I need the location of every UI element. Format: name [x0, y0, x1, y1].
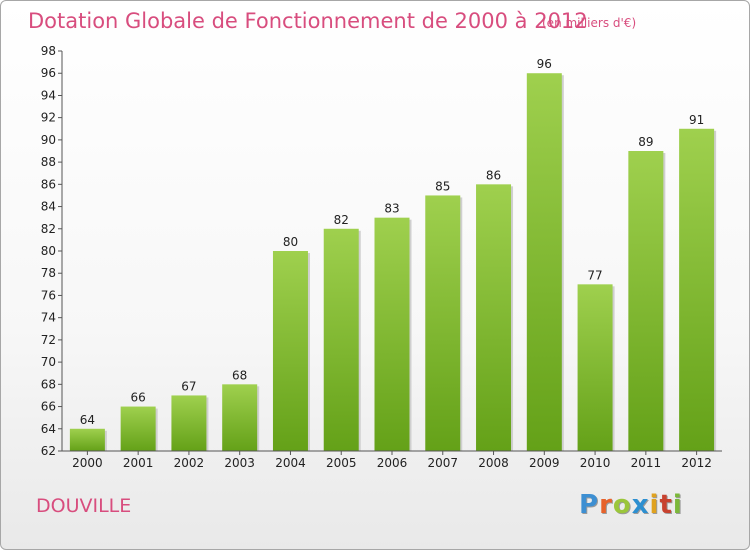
value-label: 80 — [283, 235, 298, 249]
x-tick-label: 2003 — [224, 456, 255, 470]
value-label: 91 — [689, 113, 704, 127]
value-label: 67 — [181, 379, 196, 393]
bar-2003 — [222, 384, 258, 451]
logo-letter: r — [599, 490, 613, 520]
logo-letter: P — [579, 490, 600, 520]
y-tick-label: 76 — [41, 288, 56, 302]
value-label: 64 — [80, 413, 95, 427]
y-axis: 62 64 66 68 70 72 74 76 78 80 82 84 86 88 90 92 94 96 98 — [41, 44, 63, 458]
y-tick-label: 78 — [41, 266, 56, 280]
y-tick-label: 96 — [41, 66, 56, 80]
logo-letter: t — [659, 490, 673, 520]
y-tick-label: 66 — [41, 400, 56, 414]
y-tick-label: 94 — [41, 88, 56, 102]
bar-2004 — [272, 251, 308, 451]
bar-2007 — [425, 195, 461, 451]
x-tick-label: 2000 — [72, 456, 103, 470]
x-tick-label: 2011 — [631, 456, 662, 470]
logo-letter: i — [649, 490, 660, 520]
value-label: 68 — [232, 368, 247, 382]
x-tick-label: 2007 — [427, 456, 458, 470]
x-tick-label: 2009 — [529, 456, 560, 470]
y-tick-label: 72 — [41, 333, 56, 347]
y-tick-label: 68 — [41, 377, 56, 391]
proxiti-logo[interactable]: Proxiti — [579, 490, 683, 520]
y-tick-label: 92 — [41, 111, 56, 125]
x-tick-label: 2002 — [174, 456, 205, 470]
logo-letter: o — [612, 490, 632, 520]
value-label: 66 — [131, 391, 146, 405]
y-tick-label: 82 — [41, 222, 56, 236]
x-tick-label: 2005 — [326, 456, 357, 470]
logo-letter: i — [672, 490, 683, 520]
x-tick-label: 2012 — [681, 456, 712, 470]
bar-2001 — [120, 406, 156, 451]
y-tick-label: 84 — [41, 200, 56, 214]
value-label: 82 — [334, 213, 349, 227]
logo-letter: x — [631, 490, 650, 520]
value-label: 85 — [435, 179, 450, 193]
x-tick-label: 2001 — [123, 456, 154, 470]
value-label: 89 — [638, 135, 653, 149]
bar-2002 — [171, 395, 207, 451]
x-tick-label: 2008 — [478, 456, 509, 470]
commune-name: DOUVILLE — [36, 495, 132, 517]
y-tick-label: 98 — [41, 44, 56, 58]
x-tick-label: 2010 — [580, 456, 611, 470]
bar-2010 — [577, 284, 613, 451]
bar-2008 — [476, 184, 512, 452]
bar-2005 — [323, 228, 359, 451]
bar-2011 — [628, 151, 664, 451]
x-tick-label: 2006 — [377, 456, 408, 470]
y-tick-label: 74 — [41, 311, 56, 325]
bar-series: 64 66 67 68 80 82 83 85 86 96 77 89 91 — [69, 57, 717, 452]
x-tick-label: 2004 — [275, 456, 306, 470]
x-axis: 2000 2001 2002 2003 2004 2005 2006 2007 2008 2009… — [62, 450, 722, 470]
bar-2006 — [374, 217, 410, 451]
bar-2012 — [679, 128, 715, 451]
y-tick-label: 86 — [41, 177, 56, 191]
y-tick-label: 90 — [41, 133, 56, 147]
y-tick-label: 62 — [41, 444, 56, 458]
value-label: 96 — [537, 57, 552, 71]
y-tick-label: 64 — [41, 422, 56, 436]
y-tick-label: 70 — [41, 355, 56, 369]
bar-2000 — [69, 428, 105, 451]
y-tick-label: 80 — [41, 244, 56, 258]
value-label: 86 — [486, 168, 501, 182]
y-tick-label: 88 — [41, 155, 56, 169]
value-label: 83 — [384, 202, 399, 216]
chart-subtitle: (en milliers d'€) — [542, 16, 637, 30]
value-label: 77 — [587, 268, 602, 282]
bar-2009 — [526, 73, 562, 451]
chart-title: Dotation Globale de Fonctionnement de 20… — [28, 9, 588, 33]
